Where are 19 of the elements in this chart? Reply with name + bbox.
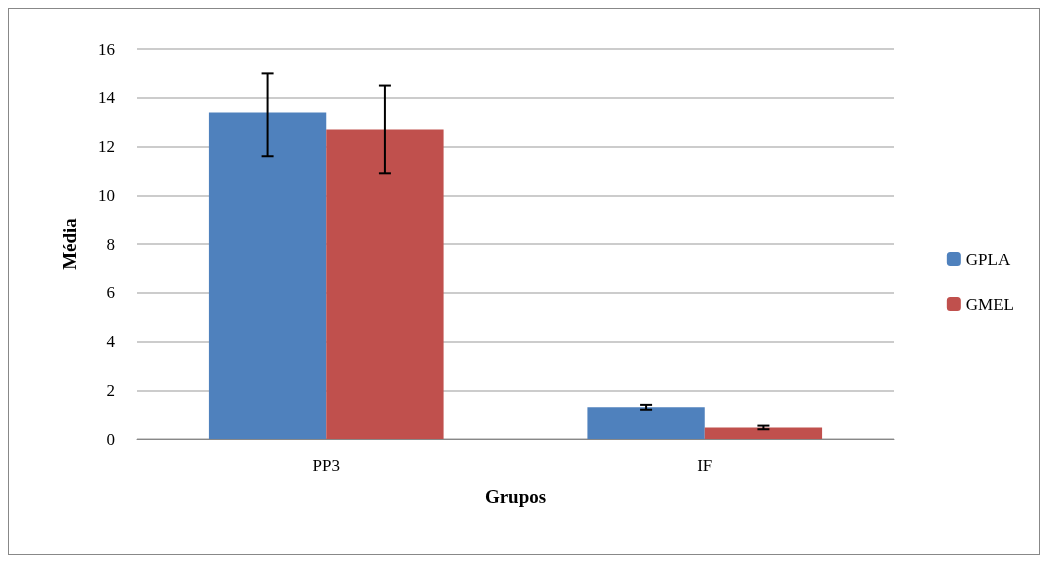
x-axis-title: Grupos xyxy=(484,486,547,507)
x-tick-label: IF xyxy=(697,456,713,475)
y-tick-label: 6 xyxy=(106,283,115,303)
bar xyxy=(326,129,444,439)
y-tick-label: 14 xyxy=(98,88,116,108)
legend-label: GMEL xyxy=(965,294,1015,314)
y-tick-label: 16 xyxy=(98,39,115,59)
y-tick-label: 12 xyxy=(98,137,115,156)
bar xyxy=(587,407,705,439)
y-axis-title: Média xyxy=(59,217,80,270)
y-tick-label: 2 xyxy=(106,380,115,400)
y-tick-label: 0 xyxy=(106,429,115,449)
y-tick-label: 8 xyxy=(106,234,115,254)
bar xyxy=(208,112,327,439)
legend-label: GPLA xyxy=(965,249,1011,269)
y-tick-label: 10 xyxy=(98,185,115,205)
x-tick-label: PP3 xyxy=(312,456,340,475)
y-tick-label: 4 xyxy=(106,332,116,351)
bar xyxy=(704,427,823,439)
